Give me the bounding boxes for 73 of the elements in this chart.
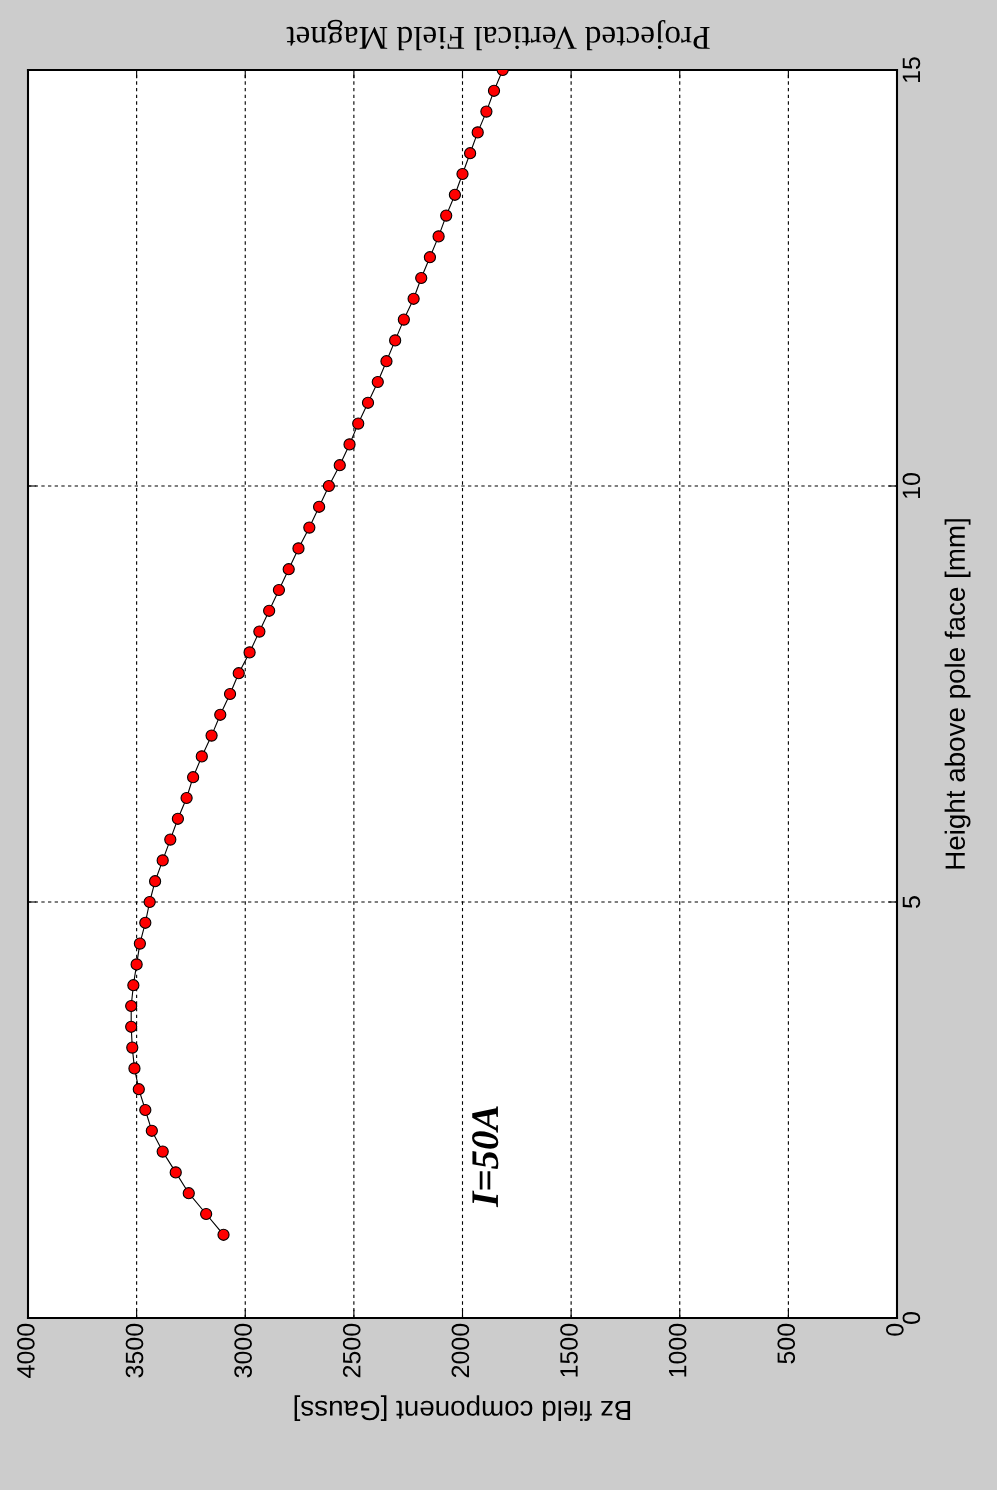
point xyxy=(127,979,140,992)
point xyxy=(139,1103,152,1117)
point xyxy=(186,771,200,784)
y-tick-label: 5 xyxy=(902,896,921,908)
point xyxy=(415,271,428,285)
x-tick-label: 4000 xyxy=(17,1323,35,1378)
point xyxy=(217,1228,230,1241)
point xyxy=(125,1020,138,1033)
point xyxy=(333,459,346,472)
x-tick-label: 1500 xyxy=(560,1323,578,1377)
point xyxy=(156,854,169,867)
point xyxy=(456,167,469,181)
x-tick-label: 0 xyxy=(886,1323,904,1336)
point xyxy=(169,1166,182,1179)
point xyxy=(480,105,493,118)
y-tick-label: 15 xyxy=(902,57,921,82)
point xyxy=(463,147,477,160)
point xyxy=(126,1041,139,1054)
point xyxy=(371,375,384,389)
point xyxy=(139,916,152,929)
y-tick-label: 0 xyxy=(902,1312,921,1324)
point xyxy=(164,833,177,846)
point xyxy=(282,563,295,576)
point xyxy=(343,438,356,451)
point xyxy=(143,895,156,909)
point xyxy=(200,1207,213,1221)
x-tick-label: 3500 xyxy=(125,1323,144,1378)
point xyxy=(125,999,138,1013)
point xyxy=(303,521,316,534)
x-tick-label: 3000 xyxy=(234,1323,252,1378)
point xyxy=(253,625,266,638)
annotation: I=50A xyxy=(472,1106,499,1208)
point xyxy=(487,84,501,97)
point xyxy=(432,230,445,243)
point xyxy=(145,1124,158,1137)
point xyxy=(380,355,393,368)
x-tick-label: 500 xyxy=(777,1323,796,1364)
point xyxy=(214,708,227,721)
point xyxy=(243,646,256,659)
point xyxy=(448,188,462,201)
point xyxy=(292,542,305,555)
point xyxy=(423,251,437,264)
point xyxy=(132,1083,145,1096)
point xyxy=(128,1062,141,1075)
point xyxy=(180,791,193,805)
point xyxy=(440,209,453,222)
y-axis-title: Height above pole face [mm] xyxy=(944,519,971,869)
point xyxy=(223,687,237,701)
point xyxy=(263,604,276,617)
point xyxy=(407,292,420,305)
point xyxy=(272,583,286,597)
point xyxy=(205,729,218,742)
point xyxy=(361,396,375,409)
point xyxy=(322,479,336,493)
point xyxy=(195,750,208,763)
x-tick-label: 2000 xyxy=(451,1323,470,1378)
point xyxy=(352,417,365,430)
point xyxy=(182,1187,195,1200)
point xyxy=(232,667,245,680)
point xyxy=(313,500,326,513)
point xyxy=(471,126,484,139)
point xyxy=(156,1145,169,1158)
y-tick-label: 10 xyxy=(902,473,921,498)
x-axis-title: Bz field component [Gauss] xyxy=(294,1395,631,1422)
point xyxy=(397,313,410,326)
point xyxy=(171,812,185,825)
x-tick-label: 2500 xyxy=(342,1323,361,1378)
point xyxy=(148,875,162,888)
x-tick-label: 1000 xyxy=(668,1323,687,1377)
point xyxy=(133,937,146,950)
point xyxy=(130,958,143,971)
point xyxy=(389,334,402,347)
chart-title: Projected Vertical Field Magnet xyxy=(286,19,710,51)
